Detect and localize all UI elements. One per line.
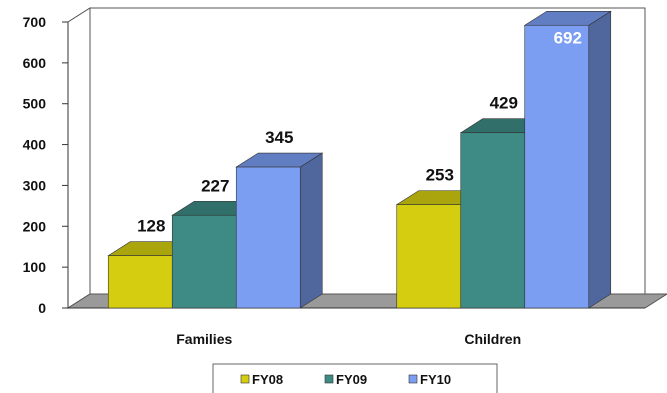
bar-front <box>524 24 590 309</box>
data-label: 227 <box>201 176 229 195</box>
bar-fy10-children <box>523 10 612 309</box>
data-label: 345 <box>265 128 293 147</box>
y-tick-label: 500 <box>23 96 47 112</box>
y-tick-label: 300 <box>23 177 47 193</box>
legend-label: FY10 <box>420 372 451 387</box>
y-tick-label: 400 <box>23 137 47 153</box>
legend-swatch <box>240 374 250 384</box>
bar-front <box>396 204 462 309</box>
bar-side <box>299 152 323 309</box>
category-label: Families <box>176 331 232 347</box>
bar-fy10-families <box>235 152 324 309</box>
y-tick-label: 0 <box>38 300 46 316</box>
bar-front <box>460 132 526 309</box>
data-label: 429 <box>490 94 518 113</box>
y-tick-label: 200 <box>23 218 47 234</box>
bar-front <box>171 214 237 309</box>
bar-front <box>235 166 301 309</box>
data-label: 692 <box>554 28 582 47</box>
y-tick-label: 100 <box>23 259 47 275</box>
legend: FY08 FY09 FY10 <box>212 363 498 393</box>
data-labels: 128 227 345 253 429 692 <box>137 28 582 235</box>
legend-label: FY08 <box>252 372 283 387</box>
legend-label: FY09 <box>336 372 367 387</box>
data-label: 128 <box>137 217 165 236</box>
legend-swatch <box>408 374 418 384</box>
legend-swatch <box>324 374 334 384</box>
side-wall <box>67 7 91 309</box>
bars <box>107 10 612 309</box>
x-axis-categories: Families Children <box>176 331 521 347</box>
y-axis-ticks: 0 100 200 300 400 500 600 700 <box>23 14 69 316</box>
bar-side <box>588 10 612 309</box>
legend-box <box>212 363 498 393</box>
data-label: 253 <box>426 166 454 185</box>
y-tick-label: 700 <box>23 14 47 30</box>
y-tick-label: 600 <box>23 55 47 71</box>
bar-front <box>107 255 173 309</box>
category-label: Children <box>464 331 521 347</box>
